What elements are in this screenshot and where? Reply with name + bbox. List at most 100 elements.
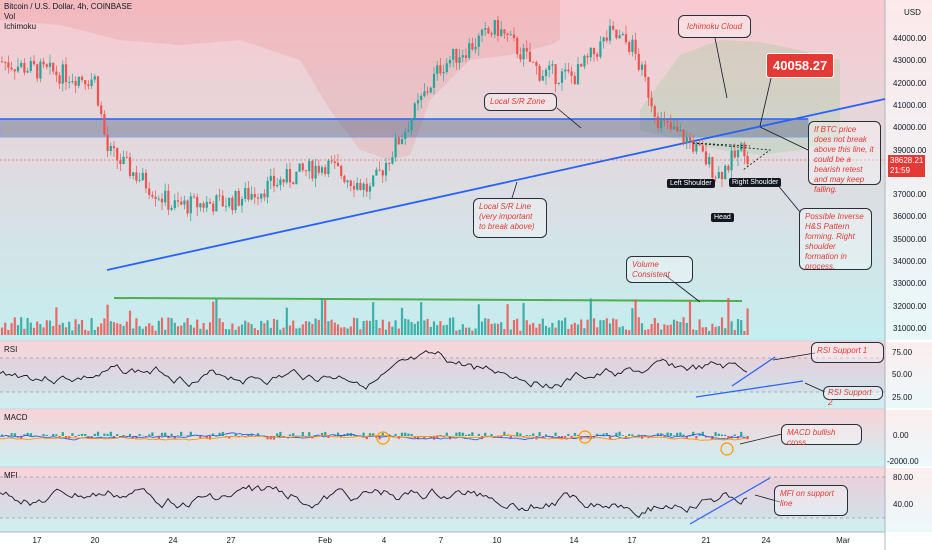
indicator-ichimoku-label[interactable]: Ichimoku [4, 22, 37, 31]
volume-bar [512, 319, 516, 335]
volume-bar [714, 326, 717, 335]
candle-body [397, 137, 400, 145]
candle-body [682, 129, 685, 144]
macd-hist-bar [570, 436, 573, 439]
macd-hist-bar [445, 432, 448, 436]
price-axis-tick: 37000.00 [893, 190, 927, 200]
macd-hist-bar [77, 434, 80, 436]
candle-body [484, 28, 487, 30]
volume-bar [301, 324, 304, 335]
candle-body [154, 196, 157, 200]
volume-bar [599, 320, 602, 335]
macd-hist-bar [404, 432, 407, 436]
candle-body [400, 138, 404, 145]
volume-bar [692, 329, 695, 335]
macd-cross-circle-2 [578, 430, 592, 444]
candle-body [330, 160, 333, 162]
volume-bar [116, 323, 119, 335]
volume-bar [119, 323, 122, 335]
volume-bar [576, 324, 580, 335]
note-macd-cross: MACD bullish cross [781, 424, 862, 447]
volume-bar [503, 329, 506, 335]
volume-bar [292, 320, 295, 335]
volume-bar [320, 298, 324, 335]
volume-bar [39, 324, 42, 335]
candle-body [500, 29, 503, 36]
macd-label[interactable]: MACD [4, 413, 28, 422]
volume-bar [621, 326, 624, 335]
volume-bar [20, 317, 23, 335]
volume-bar [583, 328, 586, 335]
rsi-pane-bg [0, 342, 932, 408]
candle-body [608, 25, 612, 41]
volume-bar [388, 321, 391, 335]
candle-body [112, 145, 116, 149]
volume-bar [74, 319, 77, 335]
macd-hist-bar [464, 434, 468, 436]
candle-body [644, 64, 647, 78]
macd-hist-bar [279, 431, 282, 436]
volume-bar [285, 307, 288, 335]
candle-body [474, 46, 477, 50]
volume-bar [199, 328, 202, 335]
macd-hist-bar [602, 433, 605, 436]
volume-bar [570, 324, 573, 335]
candle-body [676, 126, 679, 132]
volume-bar [266, 320, 269, 335]
volume-bar [746, 308, 749, 335]
volume-bar [13, 317, 16, 335]
macd-hist-bar [368, 433, 372, 436]
candle-body [736, 150, 740, 158]
macd-hist-bar [128, 433, 132, 436]
price-axis-tick: 41000.00 [893, 100, 927, 110]
macd-hist-bar [541, 436, 544, 438]
macd-hist-bar [624, 436, 628, 438]
candle-body [356, 183, 359, 190]
rsi-label[interactable]: RSI [4, 345, 18, 354]
candle-body [13, 69, 16, 72]
rsi-axis-50: 50.00 [892, 370, 913, 379]
volume-bar [429, 326, 432, 335]
macd-hist-bar [125, 436, 128, 437]
mfi-label[interactable]: MFI [4, 471, 18, 480]
macd-hist-bar [423, 436, 426, 439]
macd-hist-bar [55, 434, 58, 436]
macd-hist-bar [461, 432, 464, 436]
macd-hist-bar [301, 431, 304, 436]
candle-body [455, 48, 458, 63]
candle-body [132, 172, 135, 176]
indicator-vol-label[interactable]: Vol [4, 12, 16, 21]
macd-hist-bar [608, 436, 612, 439]
macd-hist-bar [234, 433, 237, 436]
note-sr-zone: Local S/R Zone [484, 93, 557, 111]
volume-bar [80, 319, 84, 335]
volume-bar [701, 327, 704, 335]
candle-body [32, 61, 36, 65]
candle-body [148, 188, 151, 195]
volume-bar [157, 320, 160, 335]
volume-bar [224, 328, 228, 335]
candle-body [71, 81, 74, 83]
volume-bar [612, 318, 615, 335]
volume-bar [532, 322, 535, 335]
macd-hist-bar [516, 432, 519, 436]
hs-neckline [692, 142, 751, 147]
volume-bar [87, 330, 90, 335]
candle-body [730, 150, 733, 171]
macd-hist-bar [410, 433, 413, 436]
note-bearish-retest: If BTC price does not break above this l… [808, 121, 881, 194]
candle-body [244, 188, 247, 199]
volume-bar [298, 327, 301, 335]
rsi-support-2-line [695, 380, 804, 398]
volume-bar [52, 325, 55, 335]
volume-bar [618, 327, 621, 335]
macd-hist-bar [90, 436, 93, 439]
volume-bar [493, 323, 496, 335]
volume-bar [704, 327, 708, 335]
volume-bar [416, 321, 420, 335]
candle-body [580, 64, 583, 67]
candle-body [688, 137, 692, 141]
volume-bar [647, 329, 650, 335]
macd-hist-bar [468, 434, 471, 436]
